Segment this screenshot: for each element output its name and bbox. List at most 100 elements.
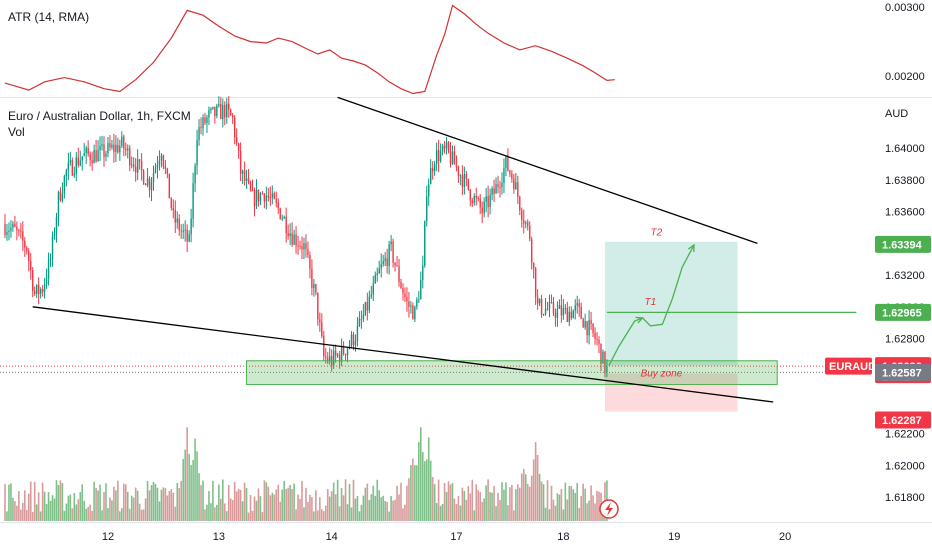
candle-body: [30, 260, 32, 271]
volume-bar: [568, 485, 571, 521]
volume-bar: [281, 489, 283, 521]
candle-body: [564, 308, 567, 310]
candle-body: [374, 274, 376, 284]
candlesticks: [4, 96, 608, 378]
arrow-head: [635, 316, 644, 324]
candle-body: [336, 354, 339, 356]
candle-body: [103, 144, 105, 157]
candle-body: [479, 198, 481, 208]
volume-bar: [136, 490, 139, 521]
candle-body: [445, 142, 448, 149]
candle-body: [350, 334, 353, 346]
candle-body: [360, 318, 363, 320]
candle-body: [311, 268, 313, 288]
volume-bar: [542, 484, 545, 521]
volume-bar: [463, 491, 466, 521]
candle-body: [485, 196, 487, 202]
candle-body: [129, 148, 131, 166]
volume-bar: [503, 489, 505, 521]
volume-bar: [564, 482, 567, 521]
volume-bar: [396, 485, 398, 521]
candle-body: [24, 240, 26, 248]
candle-body: [503, 167, 505, 183]
price-tag-value: 1.62287: [882, 415, 922, 427]
candle-body: [558, 305, 561, 309]
price-tag-box: [875, 363, 931, 381]
volume-bar: [216, 504, 218, 521]
upper-trendline[interactable]: [337, 96, 758, 244]
volume-bar: [8, 484, 10, 521]
price-tag-buy[interactable]: 1.62587: [875, 363, 931, 381]
volume-bar: [99, 484, 101, 521]
price-axis[interactable]: AUD 1.640001.638001.636001.632001.630001…: [825, 108, 931, 504]
stop-zone[interactable]: [604, 373, 738, 412]
candle-body: [222, 104, 224, 119]
volume-bar: [241, 501, 244, 521]
target-zone[interactable]: [604, 241, 738, 366]
candle-body: [204, 117, 206, 123]
volume-bar: [338, 506, 341, 521]
volume-bar: [103, 492, 105, 521]
candle-body: [453, 151, 456, 165]
candle-body: [32, 270, 34, 292]
replay-button[interactable]: [599, 499, 619, 519]
volume-bar: [334, 494, 337, 521]
candle-body: [338, 354, 341, 362]
volume-bar: [12, 497, 14, 521]
candle-body: [158, 160, 161, 165]
candle-body: [97, 149, 99, 162]
candle-body: [540, 298, 543, 315]
candle-body: [178, 218, 180, 231]
volume-bar: [528, 486, 531, 521]
candle-body: [37, 284, 40, 294]
candle-body: [140, 161, 143, 171]
candle-body: [408, 301, 410, 307]
volume-bar: [190, 465, 192, 521]
candle-body: [26, 247, 28, 252]
candle-body: [327, 357, 329, 362]
candle-body: [281, 218, 283, 220]
volume-bar: [212, 480, 214, 521]
time-axis[interactable]: 12 13 14 17 18 19 20: [102, 531, 791, 543]
volume-bar: [204, 509, 206, 521]
volume-bar: [546, 480, 549, 521]
candle-body: [57, 191, 60, 218]
buy-zone-rectangle[interactable]: [246, 360, 778, 386]
volume-bar: [16, 505, 18, 521]
candle-body: [580, 306, 582, 319]
volume-bar: [89, 504, 91, 521]
lower-trendline[interactable]: [32, 306, 774, 403]
candle-body: [509, 170, 511, 174]
price-tag-stop[interactable]: 1.62287: [875, 411, 931, 429]
volume-bar: [245, 488, 248, 521]
candle-body: [73, 173, 75, 176]
candle-body: [475, 196, 477, 199]
volume-bar: [229, 498, 232, 521]
volume-bar: [548, 509, 551, 521]
candle-body: [55, 217, 58, 234]
candle-body: [550, 302, 553, 304]
candle-body: [402, 288, 404, 294]
candle-body: [584, 321, 586, 328]
candle-body: [291, 233, 293, 245]
candle-body: [433, 163, 436, 172]
volume-bar: [73, 493, 76, 521]
volume-bar: [33, 482, 36, 521]
volume-bar: [59, 480, 62, 521]
projected-path-arrow[interactable]: [608, 244, 695, 366]
candle-body: [443, 145, 446, 149]
candle-body: [53, 233, 56, 236]
volume-bar: [412, 458, 414, 521]
volume-bar: [75, 504, 78, 521]
price-tag-box: [875, 303, 931, 321]
volume-bar: [374, 495, 377, 521]
price-tag-t2[interactable]: 1.63394: [875, 235, 931, 253]
atr-tick-label: 0.00300: [885, 2, 925, 14]
price-tags: 1.633941.629651.6262614:02EURAUD1.625871…: [825, 235, 931, 429]
candle-body: [43, 283, 46, 292]
volume-bar: [433, 484, 436, 521]
volume-bar: [49, 500, 52, 521]
volume-bar: [10, 483, 12, 521]
price-tag-t1[interactable]: 1.62965: [875, 303, 931, 321]
